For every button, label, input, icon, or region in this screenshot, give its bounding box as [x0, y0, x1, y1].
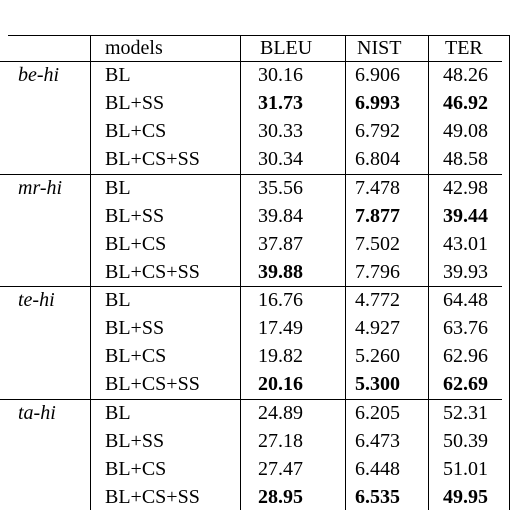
language-pair: mr-hi [18, 176, 63, 199]
score-cell: 50.39 [443, 429, 488, 452]
score-cell: 16.76 [258, 289, 303, 311]
model-cell: BL+CS [105, 120, 167, 142]
model-cell: BL+CS+SS [105, 260, 200, 283]
language-pair: ta-hi [18, 401, 56, 424]
header-cell: NIST [357, 37, 402, 59]
model-cell: BL [105, 289, 131, 311]
model-cell: BL [105, 401, 131, 424]
column-rule [240, 35, 241, 510]
score-cell: 6.993 [355, 92, 400, 114]
model-cell: BL+SS [105, 317, 165, 339]
score-cell: 27.47 [258, 457, 303, 480]
score-cell: 48.26 [443, 64, 488, 86]
score-cell: 6.804 [355, 148, 400, 170]
score-cell: 5.300 [355, 373, 400, 395]
score-cell: 39.84 [258, 204, 303, 227]
score-cell: 46.92 [443, 92, 488, 114]
score-cell: 30.16 [258, 64, 303, 86]
column-rule [509, 35, 510, 510]
column-rule [345, 35, 346, 510]
score-cell: 49.08 [443, 120, 488, 142]
model-cell: BL+SS [105, 429, 165, 452]
score-cell: 6.906 [355, 64, 400, 86]
score-cell: 37.87 [258, 232, 303, 255]
score-cell: 62.96 [443, 345, 488, 367]
score-cell: 6.448 [355, 457, 400, 480]
model-cell: BL+CS [105, 457, 167, 480]
model-cell: BL [105, 64, 131, 86]
model-cell: BL [105, 176, 131, 199]
header-cell: models [105, 37, 163, 59]
score-cell: 6.535 [355, 485, 400, 508]
score-cell: 30.34 [258, 148, 303, 170]
model-cell: BL+CS [105, 345, 167, 367]
rule [0, 173, 502, 175]
score-cell: 35.56 [258, 176, 303, 199]
score-cell: 19.82 [258, 345, 303, 367]
score-cell: 27.18 [258, 429, 303, 452]
score-cell: 7.502 [355, 232, 400, 255]
score-cell: 31.73 [258, 92, 303, 114]
score-cell: 52.31 [443, 401, 488, 424]
header-cell: BLEU [260, 37, 313, 59]
score-cell: 39.44 [443, 204, 488, 227]
rule [0, 286, 502, 287]
rule [0, 398, 502, 400]
score-cell: 39.88 [258, 260, 303, 283]
score-cell: 42.98 [443, 176, 488, 199]
score-cell: 4.927 [355, 317, 400, 339]
score-cell: 7.478 [355, 176, 400, 199]
score-cell: 20.16 [258, 373, 303, 395]
score-cell: 6.473 [355, 429, 400, 452]
score-cell: 24.89 [258, 401, 303, 424]
column-rule [90, 35, 91, 510]
score-cell: 63.76 [443, 317, 488, 339]
score-cell: 7.796 [355, 260, 400, 283]
score-cell: 51.01 [443, 457, 488, 480]
score-cell: 39.93 [443, 260, 488, 283]
score-cell: 5.260 [355, 345, 400, 367]
column-rule [428, 35, 429, 510]
score-cell: 48.58 [443, 148, 488, 170]
model-cell: BL+CS [105, 232, 167, 255]
header-cell: TER [445, 37, 483, 59]
score-cell: 30.33 [258, 120, 303, 142]
model-cell: BL+SS [105, 204, 165, 227]
model-cell: BL+CS+SS [105, 373, 200, 395]
model-cell: BL+CS+SS [105, 485, 200, 508]
language-pair: be-hi [18, 64, 60, 86]
score-cell: 6.205 [355, 401, 400, 424]
score-cell: 6.792 [355, 120, 400, 142]
language-pair: te-hi [18, 289, 55, 311]
score-cell: 49.95 [443, 485, 488, 508]
score-cell: 7.877 [355, 204, 400, 227]
score-cell: 28.95 [258, 485, 303, 508]
score-cell: 4.772 [355, 289, 400, 311]
model-cell: BL+CS+SS [105, 148, 200, 170]
score-cell: 64.48 [443, 289, 488, 311]
rule [0, 61, 502, 62]
rule [8, 35, 510, 36]
score-cell: 17.49 [258, 317, 303, 339]
model-cell: BL+SS [105, 92, 165, 114]
score-cell: 62.69 [443, 373, 488, 395]
score-cell: 43.01 [443, 232, 488, 255]
